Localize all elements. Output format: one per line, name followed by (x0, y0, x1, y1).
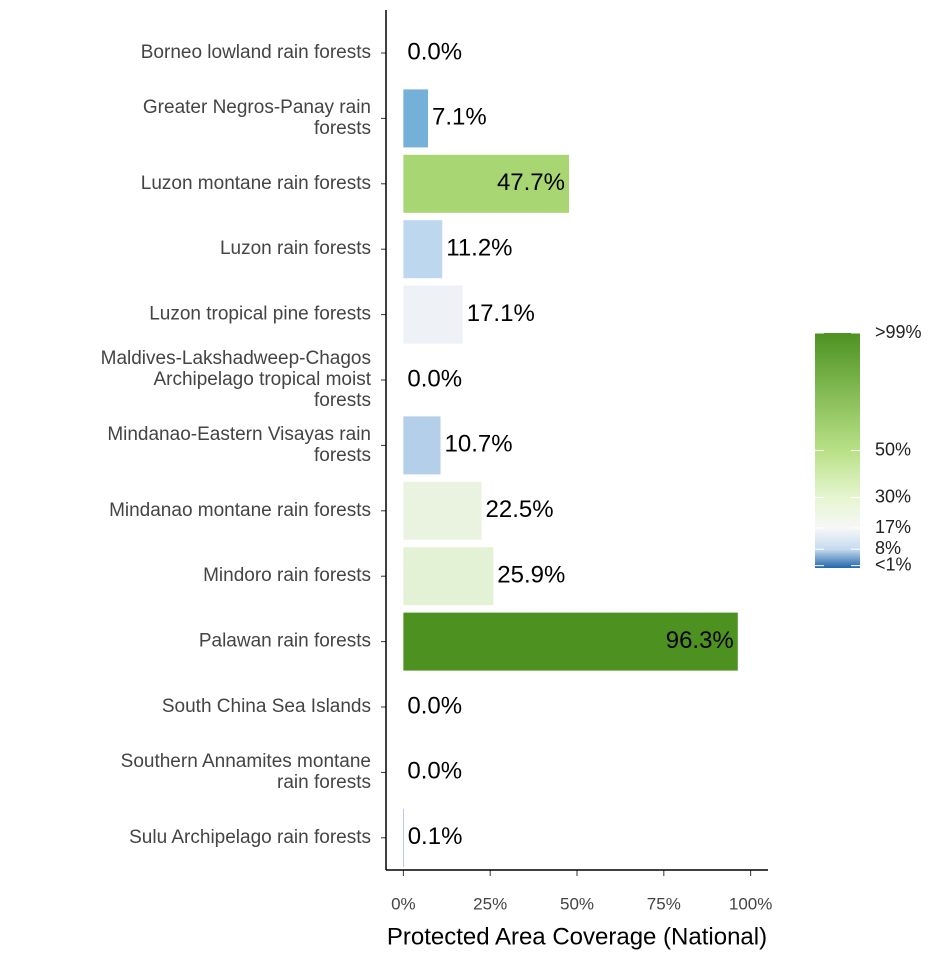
legend-label: 30% (875, 486, 911, 506)
y-tick-label: Luzon montane rain forests (141, 173, 371, 194)
x-tick-label: 50% (560, 894, 594, 913)
bar (403, 285, 463, 344)
legend-label: <1% (875, 554, 912, 574)
y-tick-label: Luzon tropical pine forests (149, 304, 371, 325)
legend-label: 8% (875, 538, 901, 558)
y-tick-label: Mindanao-Eastern Visayas rain forests (107, 424, 371, 466)
value-label: 7.1% (432, 104, 487, 131)
legend-label: 50% (875, 439, 911, 459)
x-tick-label: 75% (647, 894, 681, 913)
bar (403, 481, 482, 540)
bar (403, 154, 570, 213)
value-label: 47.7% (497, 169, 565, 196)
value-label: 96.3% (666, 627, 734, 654)
x-tick-label: 25% (473, 894, 507, 913)
y-tick-label: South China Sea Islands (162, 696, 371, 717)
bar (403, 416, 441, 475)
value-label: 17.1% (467, 300, 535, 327)
x-tick-label: 0% (391, 894, 416, 913)
value-label: 0.1% (408, 823, 463, 850)
y-tick-label: Sulu Archipelago rain forests (129, 827, 371, 848)
y-tick-label: Mindoro rain forests (203, 565, 371, 586)
y-tick-label: Palawan rain forests (199, 631, 371, 652)
y-tick-label: Maldives-Lakshadweep-Chagos Archipelago t… (101, 348, 372, 411)
y-tick-label: Luzon rain forests (220, 238, 371, 259)
value-label: 10.7% (445, 431, 513, 458)
legend-label: >99% (875, 322, 922, 342)
value-label: 25.9% (497, 562, 565, 589)
value-label: 22.5% (486, 496, 554, 523)
value-label: 0.0% (407, 38, 462, 65)
y-tick-label: Greater Negros-Panay rain forests (143, 97, 371, 139)
bar (403, 220, 443, 279)
y-tick-label: Southern Annamites montane rain forests (121, 751, 371, 793)
value-label: 0.0% (407, 692, 462, 719)
x-axis-title: Protected Area Coverage (National) (387, 923, 767, 950)
y-tick-label: Mindanao montane rain forests (109, 500, 371, 521)
bar (403, 547, 494, 606)
x-tick-label: 100% (729, 894, 772, 913)
legend-label: 17% (875, 517, 911, 537)
value-label: 11.2% (446, 235, 512, 262)
value-label: 0.0% (407, 365, 462, 392)
bar (403, 89, 429, 148)
bar (403, 612, 738, 671)
y-tick-label: Borneo lowland rain forests (141, 42, 371, 63)
value-label: 0.0% (407, 758, 462, 785)
